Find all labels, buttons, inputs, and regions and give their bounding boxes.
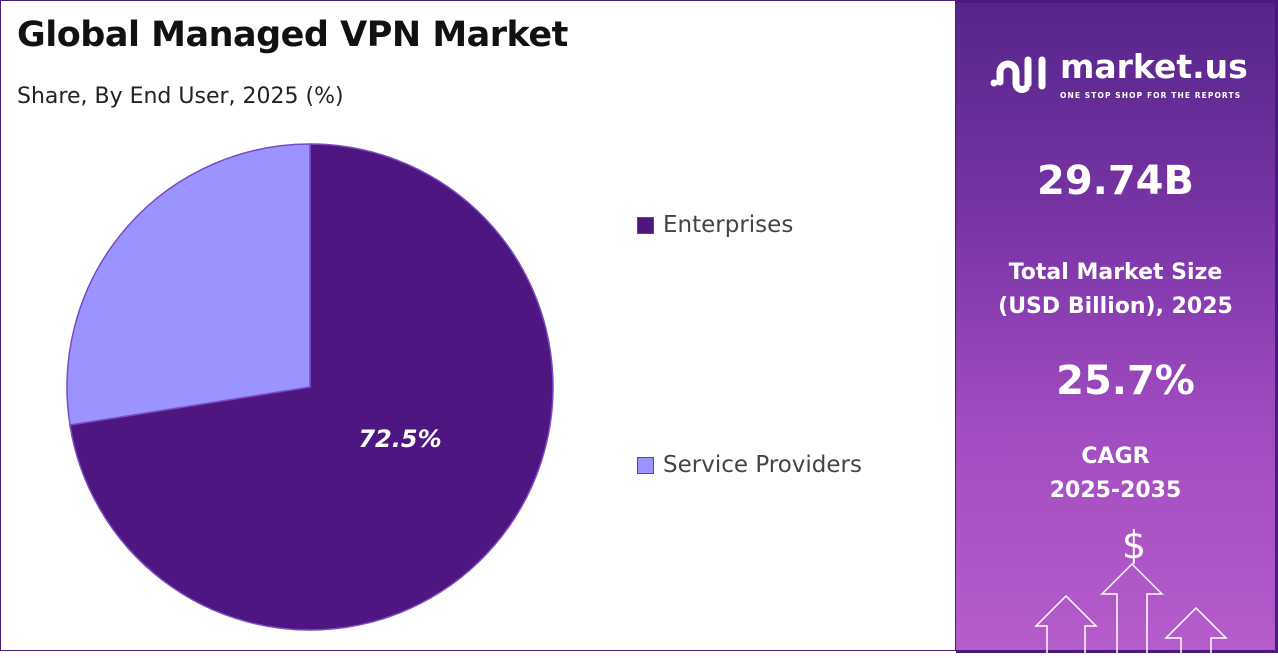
chart-title: Global Managed VPN Market <box>17 15 568 55</box>
logo-name: market.us <box>1060 47 1248 86</box>
legend-swatch <box>637 456 654 474</box>
dollar-icon: $ <box>1122 523 1146 567</box>
logo-tagline: ONE STOP SHOP FOR THE REPORTS <box>1060 91 1242 100</box>
cagr-label-2: 2025-2035 <box>1049 478 1182 503</box>
market-size-value: 29.74B <box>1036 158 1194 204</box>
chart-subtitle: Share, By End User, 2025 (%) <box>17 84 344 109</box>
legend-label: Enterprises <box>663 212 794 238</box>
logo-icon <box>990 56 1046 94</box>
market-us-logo: market.us ONE STOP SHOP FOR THE REPORTS <box>990 47 1248 101</box>
cagr-value: 25.7% <box>1056 358 1195 404</box>
market-size-label-2: (USD Billion), 2025 <box>998 294 1233 319</box>
data-label: 72.5% <box>358 425 441 453</box>
market-size-label-1: Total Market Size <box>1008 260 1223 285</box>
legend-item-enterprises: Enterprises <box>637 210 793 240</box>
pie-slice-service-providers <box>66 143 311 426</box>
cagr-label-1: CAGR <box>1081 444 1150 469</box>
dollar-arrows-icon: $ <box>1034 523 1228 658</box>
pie-slice-enterprises <box>69 143 554 631</box>
summary-panel: market.us ONE STOP SHOP FOR THE REPORTS … <box>956 0 1278 658</box>
legend-swatch <box>637 216 654 234</box>
legend-item-service-providers: Service Providers <box>637 450 862 480</box>
chart-panel: Global Managed VPN Market Share, By End … <box>0 0 956 651</box>
legend-label: Service Providers <box>663 452 862 478</box>
pie-chart: 72.5% <box>66 143 554 631</box>
